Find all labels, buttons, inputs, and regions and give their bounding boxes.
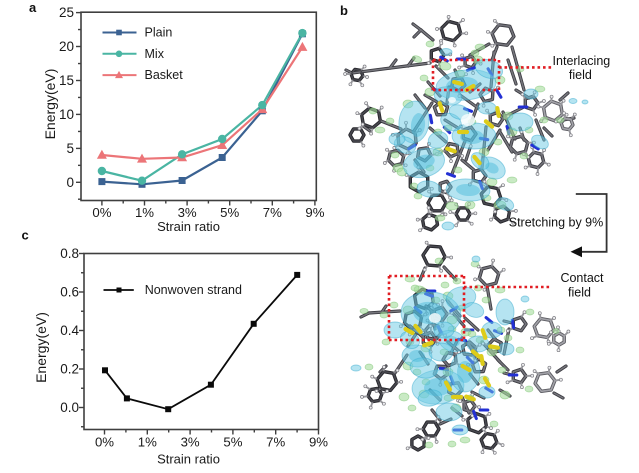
svg-text:0.8: 0.8 bbox=[60, 246, 79, 261]
svg-text:3%: 3% bbox=[181, 435, 200, 450]
svg-text:5%: 5% bbox=[220, 205, 239, 220]
svg-text:Mix: Mix bbox=[145, 47, 165, 61]
svg-text:3%: 3% bbox=[178, 205, 197, 220]
svg-text:c: c bbox=[22, 228, 29, 243]
svg-text:5%: 5% bbox=[223, 435, 242, 450]
svg-text:Contact: Contact bbox=[560, 271, 604, 285]
svg-text:5: 5 bbox=[66, 141, 74, 156]
svg-text:7%: 7% bbox=[263, 205, 282, 220]
svg-text:7%: 7% bbox=[266, 435, 285, 450]
svg-text:Plain: Plain bbox=[145, 26, 173, 40]
svg-text:field: field bbox=[568, 286, 591, 300]
svg-text:0.4: 0.4 bbox=[60, 323, 79, 338]
svg-text:Strain ratio: Strain ratio bbox=[157, 219, 220, 234]
svg-text:a: a bbox=[29, 0, 37, 15]
svg-text:0.6: 0.6 bbox=[60, 285, 79, 300]
svg-text:0: 0 bbox=[66, 175, 74, 190]
svg-text:Interlacing: Interlacing bbox=[553, 54, 611, 68]
svg-text:0.2: 0.2 bbox=[60, 362, 79, 377]
svg-text:Energy(eV): Energy(eV) bbox=[42, 69, 58, 140]
svg-text:Energy(eV): Energy(eV) bbox=[33, 312, 49, 383]
svg-text:1%: 1% bbox=[138, 435, 157, 450]
svg-text:0.0: 0.0 bbox=[60, 400, 79, 415]
svg-text:field: field bbox=[569, 68, 592, 82]
svg-text:Stretching by 9%: Stretching by 9% bbox=[509, 216, 604, 230]
svg-text:20: 20 bbox=[59, 39, 74, 54]
svg-text:1%: 1% bbox=[135, 205, 154, 220]
svg-text:0%: 0% bbox=[95, 435, 114, 450]
svg-text:9%: 9% bbox=[305, 205, 324, 220]
svg-text:25: 25 bbox=[59, 5, 74, 20]
svg-text:b: b bbox=[340, 3, 348, 18]
svg-text:15: 15 bbox=[59, 73, 74, 88]
svg-text:Strain ratio: Strain ratio bbox=[157, 452, 220, 467]
svg-text:10: 10 bbox=[59, 107, 74, 122]
svg-text:0%: 0% bbox=[92, 205, 111, 220]
svg-text:Nonwoven strand: Nonwoven strand bbox=[145, 283, 242, 297]
svg-text:9%: 9% bbox=[309, 435, 328, 450]
svg-text:Basket: Basket bbox=[145, 68, 184, 82]
